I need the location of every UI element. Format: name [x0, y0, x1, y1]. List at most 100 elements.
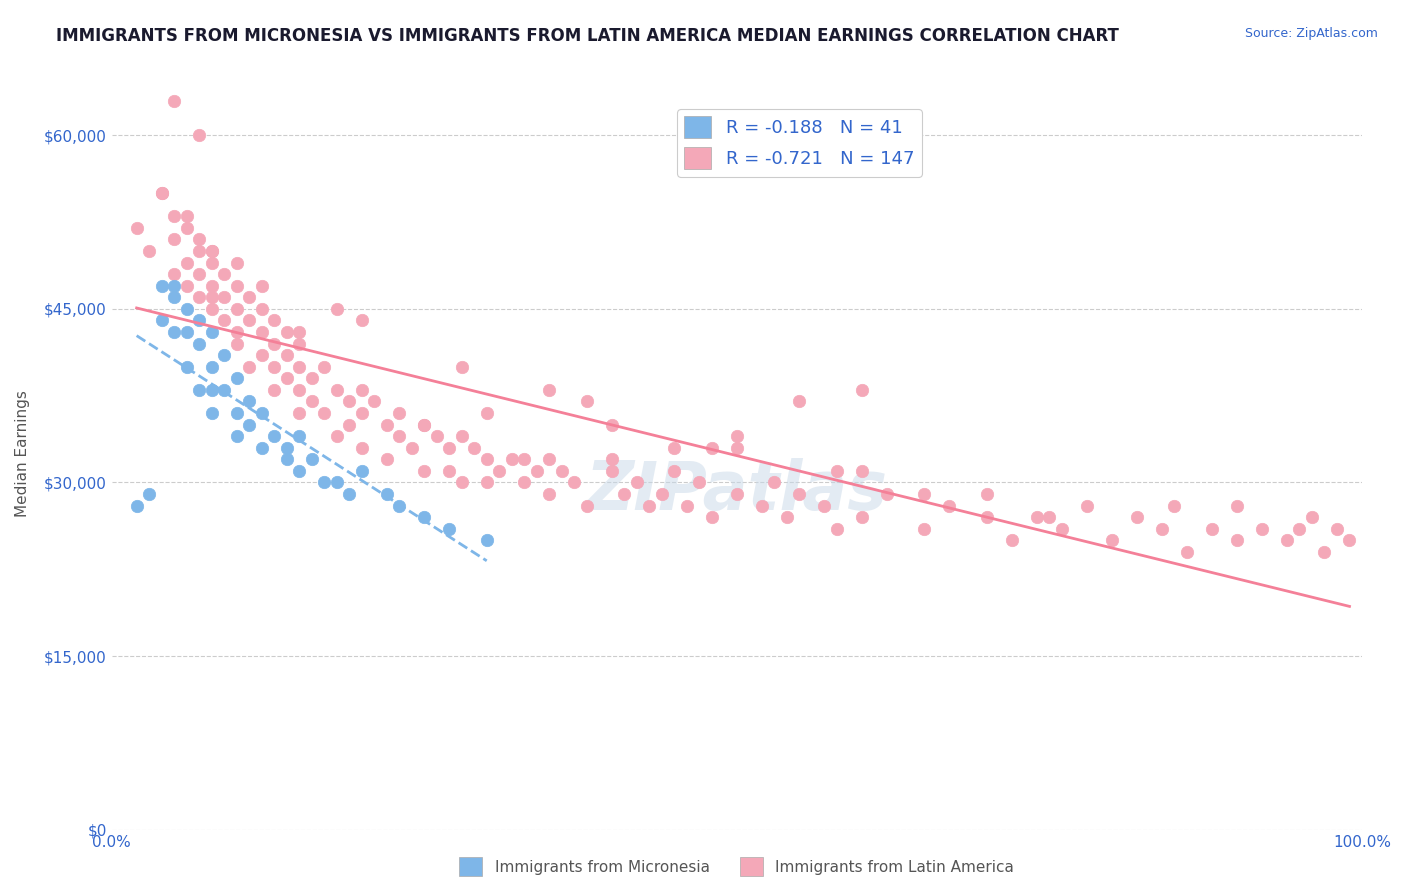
Point [450, 429, 472, 443]
Point [225, 325, 247, 339]
Point [150, 186, 173, 201]
Point [538, 452, 561, 467]
Point [250, 325, 273, 339]
Point [513, 452, 536, 467]
Legend: Immigrants from Micronesia, Immigrants from Latin America: Immigrants from Micronesia, Immigrants f… [453, 851, 1021, 882]
Point [651, 487, 673, 501]
Point [600, 417, 623, 432]
Point [176, 325, 198, 339]
Point [426, 429, 449, 443]
Point [912, 487, 935, 501]
Point [363, 394, 385, 409]
Point [664, 441, 686, 455]
Point [488, 464, 510, 478]
Point [763, 475, 786, 490]
Point [201, 244, 224, 258]
Point [238, 290, 260, 304]
Point [1038, 510, 1060, 524]
Point [1076, 499, 1098, 513]
Point [725, 441, 748, 455]
Point [176, 359, 198, 374]
Point [350, 313, 373, 327]
Point [725, 487, 748, 501]
Point [276, 348, 298, 362]
Point [163, 278, 186, 293]
Point [263, 336, 285, 351]
Point [176, 210, 198, 224]
Point [413, 510, 436, 524]
Point [613, 487, 636, 501]
Point [1313, 545, 1336, 559]
Point [301, 394, 323, 409]
Point [1301, 510, 1323, 524]
Point [212, 348, 235, 362]
Point [276, 371, 298, 385]
Point [439, 522, 461, 536]
Point [439, 441, 461, 455]
Point [526, 464, 548, 478]
Point [225, 278, 247, 293]
Point [912, 522, 935, 536]
Point [288, 336, 311, 351]
Point [250, 278, 273, 293]
Point [675, 499, 697, 513]
Point [1288, 522, 1310, 536]
Point [350, 406, 373, 420]
Point [851, 383, 873, 397]
Point [751, 499, 773, 513]
Point [188, 290, 211, 304]
Point [138, 487, 160, 501]
Point [450, 359, 472, 374]
Point [600, 464, 623, 478]
Point [725, 429, 748, 443]
Point [225, 371, 247, 385]
Point [700, 441, 723, 455]
Point [276, 441, 298, 455]
Point [288, 429, 311, 443]
Point [314, 406, 336, 420]
Point [288, 359, 311, 374]
Point [125, 499, 148, 513]
Point [250, 441, 273, 455]
Point [201, 244, 224, 258]
Point [439, 464, 461, 478]
Point [188, 383, 211, 397]
Point [475, 475, 498, 490]
Text: Source: ZipAtlas.com: Source: ZipAtlas.com [1244, 27, 1378, 40]
Point [825, 464, 848, 478]
Point [388, 499, 411, 513]
Point [288, 325, 311, 339]
Point [700, 510, 723, 524]
Point [188, 128, 211, 143]
Point [238, 359, 260, 374]
Point [263, 359, 285, 374]
Point [350, 383, 373, 397]
Point [413, 417, 436, 432]
Point [638, 499, 661, 513]
Point [188, 336, 211, 351]
Point [263, 383, 285, 397]
Point [325, 429, 347, 443]
Point [813, 499, 835, 513]
Point [288, 406, 311, 420]
Point [1226, 533, 1249, 548]
Point [188, 267, 211, 281]
Point [413, 464, 436, 478]
Point [851, 510, 873, 524]
Point [212, 313, 235, 327]
Point [263, 429, 285, 443]
Point [475, 452, 498, 467]
Point [176, 255, 198, 269]
Point [375, 452, 398, 467]
Point [789, 487, 811, 501]
Point [138, 244, 160, 258]
Point [413, 417, 436, 432]
Point [250, 406, 273, 420]
Point [125, 220, 148, 235]
Point [301, 452, 323, 467]
Point [263, 313, 285, 327]
Point [288, 383, 311, 397]
Point [188, 232, 211, 246]
Point [1163, 499, 1185, 513]
Point [825, 522, 848, 536]
